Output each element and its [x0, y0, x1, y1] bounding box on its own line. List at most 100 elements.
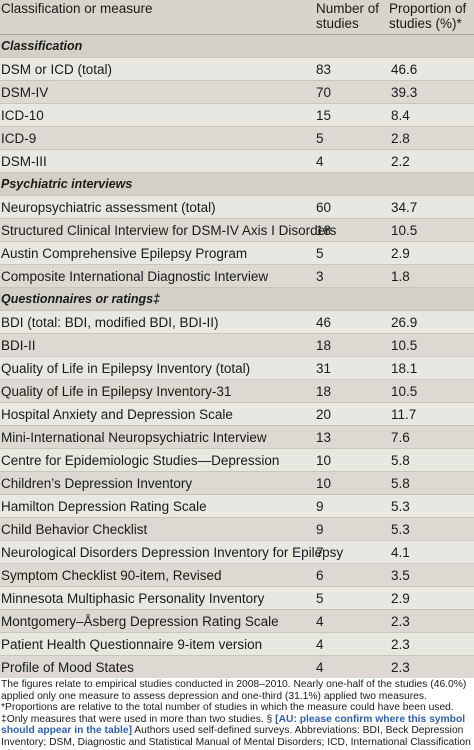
- study-count: 20: [316, 407, 332, 422]
- study-count: 5: [316, 131, 324, 146]
- footnote-text-end: Authors used self-defined surveys. Abbre…: [1, 725, 471, 750]
- table-body: Classification DSM or ICD (total) 83 46.6 DS…: [0, 35, 474, 679]
- table-row: DSM-IV 70 39.3: [0, 81, 474, 104]
- study-proportion: 4.1: [391, 545, 410, 560]
- study-count: 4: [316, 637, 324, 652]
- study-proportion: 34.7: [391, 200, 418, 215]
- study-proportion: 5.8: [391, 453, 410, 468]
- measure-name: Neurological Disorders Depression Invent…: [1, 545, 344, 560]
- table-row: Symptom Checklist 90-item, Revised 6 3.5: [0, 564, 474, 587]
- study-count: 4: [316, 154, 324, 169]
- table-row: Hospital Anxiety and Depression Scale 20 1…: [0, 403, 474, 426]
- study-count: 5: [316, 591, 324, 606]
- table-row: ICD-10 15 8.4: [0, 104, 474, 127]
- study-proportion: 2.9: [391, 246, 410, 261]
- study-proportion: 26.9: [391, 315, 418, 330]
- study-proportion: 2.3: [391, 660, 410, 675]
- section-label: Psychiatric interviews: [1, 177, 133, 191]
- table-row: BDI (total: BDI, modified BDI, BDI-II) 46…: [0, 311, 474, 334]
- measure-name: DSM-III: [1, 154, 47, 169]
- measure-name: Patient Health Questionnaire 9-item vers…: [1, 637, 263, 652]
- study-count: 60: [316, 200, 332, 215]
- table-row: Mini-International Neuropsychiatric Inte…: [0, 426, 474, 449]
- measure-name: Composite International Diagnostic Inter…: [1, 269, 269, 284]
- measure-name: Structured Clinical Interview for DSM-IV…: [1, 223, 337, 238]
- study-count: 83: [316, 62, 332, 77]
- study-proportion: 2.3: [391, 614, 410, 629]
- table-row: Child Behavior Checklist 9 5.3: [0, 518, 474, 541]
- table-row: Minnesota Multiphasic Personality Invent…: [0, 587, 474, 610]
- measure-name: Montgomery–Åsberg Depression Rating Scal…: [1, 614, 279, 629]
- study-proportion: 10.5: [391, 338, 418, 353]
- study-count: 10: [316, 476, 332, 491]
- study-proportion: 3.5: [391, 568, 410, 583]
- study-proportion: 18.1: [391, 361, 418, 376]
- study-count: 4: [316, 660, 324, 675]
- measure-name: Symptom Checklist 90-item, Revised: [1, 568, 222, 583]
- table-row: ICD-9 5 2.8: [0, 127, 474, 150]
- table-footnote: The figures relate to empirical studies …: [0, 678, 474, 750]
- table-row: Profile of Mood States 4 2.3: [0, 656, 474, 679]
- study-count: 9: [316, 522, 324, 537]
- measure-name: BDI (total: BDI, modified BDI, BDI-II): [1, 315, 219, 330]
- table-header: Classification or measure Number of stud…: [0, 0, 474, 35]
- study-count: 18: [316, 338, 332, 353]
- measure-name: DSM-IV: [1, 85, 49, 100]
- table-row: Composite International Diagnostic Inter…: [0, 265, 474, 288]
- study-proportion: 7.6: [391, 430, 410, 445]
- study-count: 3: [316, 269, 324, 284]
- header-number: Number of studies: [316, 1, 380, 31]
- study-proportion: 2.8: [391, 131, 410, 146]
- study-count: 15: [316, 108, 332, 123]
- study-count: 18: [316, 223, 332, 238]
- table-row: BDI-II 18 10.5: [0, 334, 474, 357]
- study-count: 31: [316, 361, 332, 376]
- table-row: Montgomery–Åsberg Depression Rating Scal…: [0, 610, 474, 633]
- study-count: 70: [316, 85, 332, 100]
- table-row: Centre for Epidemiologic Studies—Depress…: [0, 449, 474, 472]
- study-proportion: 11.7: [391, 407, 417, 422]
- measure-name: Profile of Mood States: [1, 660, 134, 675]
- measures-table: Classification or measure Number of stud…: [0, 0, 474, 679]
- study-count: 9: [316, 499, 324, 514]
- study-proportion: 8.4: [391, 108, 410, 123]
- study-count: 4: [316, 614, 324, 629]
- table-row: Hamilton Depression Rating Scale 9 5.3: [0, 495, 474, 518]
- study-proportion: 2.3: [391, 637, 410, 652]
- study-count: 46: [316, 315, 332, 330]
- study-count: 5: [316, 246, 324, 261]
- study-proportion: 2.9: [391, 591, 410, 606]
- measure-name: ICD-10: [1, 108, 44, 123]
- study-proportion: 46.6: [391, 62, 418, 77]
- table-row: Patient Health Questionnaire 9-item vers…: [0, 633, 474, 656]
- study-proportion: 2.2: [391, 154, 410, 169]
- section-label: Classification: [1, 39, 83, 53]
- measure-name: Neuropsychiatric assessment (total): [1, 200, 216, 215]
- measure-name: Children’s Depression Inventory: [1, 476, 193, 491]
- measure-name: ICD-9: [1, 131, 37, 146]
- study-proportion: 10.5: [391, 384, 418, 399]
- section-header: Questionnaires or ratings‡: [0, 288, 474, 311]
- table-row: Quality of Life in Epilepsy Inventory-31…: [0, 380, 474, 403]
- study-count: 18: [316, 384, 332, 399]
- study-count: 10: [316, 453, 332, 468]
- measure-name: BDI-II: [1, 338, 36, 353]
- study-proportion: 5.3: [391, 499, 410, 514]
- table-row: Quality of Life in Epilepsy Inventory (t…: [0, 357, 474, 380]
- table-row: Neurological Disorders Depression Invent…: [0, 541, 474, 564]
- study-proportion: 1.8: [391, 269, 410, 284]
- section-header: Psychiatric interviews: [0, 173, 474, 196]
- footnote-text: The figures relate to empirical studies …: [1, 679, 467, 725]
- study-proportion: 10.5: [391, 223, 418, 238]
- measure-name: Child Behavior Checklist: [1, 522, 148, 537]
- header-proportion: Proportion of studies (%)*: [389, 1, 467, 31]
- measure-name: Centre for Epidemiologic Studies—Depress…: [1, 453, 280, 468]
- author-query: [AU: please confirm where this symbol sh…: [1, 713, 466, 737]
- measure-name: Austin Comprehensive Epilepsy Program: [1, 246, 248, 261]
- measure-name: Minnesota Multiphasic Personality Invent…: [1, 591, 265, 606]
- measure-name: Quality of Life in Epilepsy Inventory-31: [1, 384, 232, 399]
- measure-name: Hamilton Depression Rating Scale: [1, 499, 207, 514]
- study-count: 13: [316, 430, 332, 445]
- study-count: 6: [316, 568, 324, 583]
- study-count: 7: [316, 545, 324, 560]
